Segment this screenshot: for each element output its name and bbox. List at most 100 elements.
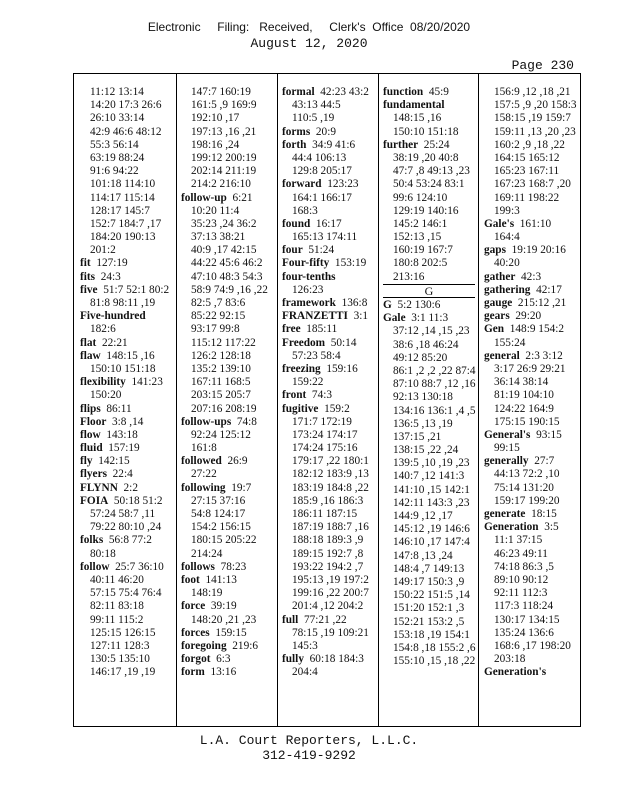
page-refs: 173:24 174:17 — [292, 428, 358, 441]
page-refs: 92:13 130:18 — [393, 391, 453, 404]
page-refs: 151:20 152:1 ,3 — [393, 602, 465, 615]
index-term: fit — [80, 257, 91, 270]
index-entry: Freedom 50:14 — [282, 337, 376, 350]
page-refs: 50:4 53:24 83:1 — [393, 178, 465, 191]
index-term: flow — [80, 428, 101, 441]
index-entry: FRANZETTI 3:1 — [282, 310, 376, 323]
page-refs: 79:22 80:10 ,24 — [90, 521, 162, 534]
index-term: Five-hundred — [80, 310, 146, 323]
page-refs: 49:12 85:20 — [393, 351, 448, 364]
index-term: Gale's — [484, 217, 515, 230]
page-refs: 129:19 140:16 — [393, 204, 459, 217]
page-refs: 101:18 114:10 — [90, 178, 156, 191]
index-term: FLYNN — [80, 481, 118, 494]
page-refs: 35:23 ,24 36:2 — [191, 217, 257, 230]
page-refs: 150:10 151:18 — [393, 125, 459, 138]
page-refs: 164:1 166:17 — [292, 191, 352, 204]
page-refs: 145:2 146:1 — [393, 217, 448, 230]
page-refs: 180:8 202:5 — [393, 257, 448, 270]
page-refs: 161:5 ,9 169:9 — [191, 99, 257, 112]
index-entry: gaps 19:19 20:16 — [484, 244, 576, 257]
index-entry: Five-hundred — [80, 310, 174, 323]
index-entry: FOIA 50:18 51:2 — [80, 495, 174, 508]
page-refs: 85:22 92:15 — [191, 310, 246, 323]
date: August 12, 2020 — [250, 36, 368, 51]
page-refs: 204:4 — [292, 666, 318, 679]
page-refs: 155:10 ,15 ,18 ,22 — [393, 655, 476, 668]
index-term: full — [282, 613, 299, 626]
index-entry: general 2:3 3:12 — [484, 350, 576, 363]
page-refs: 156:9 ,12 ,18 ,21 — [494, 86, 571, 98]
index-entry: folks 56:8 77:2 — [80, 534, 174, 547]
index-entry: flyers 22:4 — [80, 468, 174, 481]
page-refs: 3:1 — [353, 310, 369, 323]
page-refs: 54:8 124:17 — [191, 508, 246, 520]
page-refs: 167:23 168:7 ,20 — [494, 178, 571, 191]
page-refs: 159:15 — [215, 626, 247, 639]
index-term: flexibility — [80, 376, 126, 389]
page-refs: 175:15 190:15 — [494, 415, 560, 428]
index-entry: function 45:9 — [383, 86, 475, 99]
page-refs: 92:24 125:12 — [191, 428, 251, 441]
index-entry: Generation 3:5 — [484, 521, 576, 534]
page-refs: 2:3 3:12 — [525, 349, 563, 362]
page-refs: 45:9 — [428, 86, 449, 98]
page-refs: 148:15 ,16 — [106, 349, 155, 362]
page-refs: 135:24 136:6 — [494, 626, 554, 639]
index-entry: generate 18:15 — [484, 508, 576, 521]
index-entry: Gale 3:1 11:3 — [383, 312, 475, 325]
index-term: follows — [181, 560, 215, 573]
page-refs: 214:2 216:10 — [191, 178, 251, 191]
index-term: Gale — [383, 312, 406, 325]
page-refs: 199:12 200:19 — [191, 151, 257, 164]
index-term: foregoing — [181, 639, 227, 652]
page-refs: 159:2 — [324, 402, 350, 415]
page-refs: 78:15 ,19 109:21 — [292, 626, 369, 639]
index-term: found — [282, 217, 311, 230]
page-refs: 56:8 77:2 — [108, 534, 152, 547]
index-entry: gauge 215:12 ,21 — [484, 297, 576, 310]
index-term: FOIA — [80, 494, 109, 507]
index-box — [73, 73, 581, 727]
page-refs: 148:15 ,16 — [393, 112, 442, 125]
index-entry: flow 143:18 — [80, 429, 174, 442]
page-refs: 144:9 ,12 ,17 — [393, 510, 453, 522]
page-refs: 63:19 88:24 — [90, 151, 145, 164]
page-refs: 81:19 104:10 — [494, 389, 554, 402]
page-refs: 219:6 — [232, 639, 258, 652]
page-refs: 80:18 — [90, 547, 116, 560]
page-refs: 128:17 145:7 — [90, 204, 150, 217]
index-term: gauge — [484, 297, 513, 309]
page-refs: 3:8 ,14 — [112, 415, 144, 428]
page-refs: 203:18 — [494, 653, 526, 666]
page-refs: 86:11 — [106, 402, 132, 415]
page-refs: 20:9 — [315, 125, 336, 138]
page-refs: 27:22 — [191, 468, 217, 481]
page-refs: 215:12 ,21 — [517, 297, 567, 309]
page-refs: 50:18 51:2 — [113, 494, 163, 507]
index-term: forth — [282, 138, 307, 151]
page-refs: 185:9 ,16 186:3 — [292, 494, 364, 507]
page-refs: 203:15 205:7 — [191, 389, 251, 402]
index-entry: flexibility 141:23 — [80, 376, 174, 389]
index-entry: General's 93:15 — [484, 429, 576, 442]
page-refs: 138:15 ,22 ,24 — [393, 444, 459, 457]
page-refs: 195:13 ,19 197:2 — [292, 573, 369, 586]
index-entry: generally 27:7 — [484, 455, 576, 468]
page-refs: 155:24 — [494, 336, 526, 349]
index-entry: four-tenths — [282, 271, 376, 284]
page-refs: 213:16 — [393, 270, 425, 283]
page-refs: 89:10 90:12 — [494, 573, 549, 586]
page-refs: 188:18 189:3 ,9 — [292, 534, 364, 547]
page-refs: 201:2 — [90, 244, 116, 257]
index-entry: follow 25:7 36:10 — [80, 561, 174, 574]
index-entry: forward 123:23 — [282, 178, 376, 191]
page-refs: 27:15 37:16 — [191, 494, 246, 507]
page-refs: 16:17 — [315, 217, 342, 230]
index-term: follow-up — [181, 191, 227, 204]
index-term: followed — [181, 455, 222, 468]
index-entry: full 77:21 ,22 — [282, 614, 376, 627]
page-refs: 114:17 115:14 — [90, 191, 155, 204]
page-refs: 57:23 58:4 — [292, 349, 341, 362]
page-refs: 3:17 26:9 29:21 — [494, 362, 566, 375]
